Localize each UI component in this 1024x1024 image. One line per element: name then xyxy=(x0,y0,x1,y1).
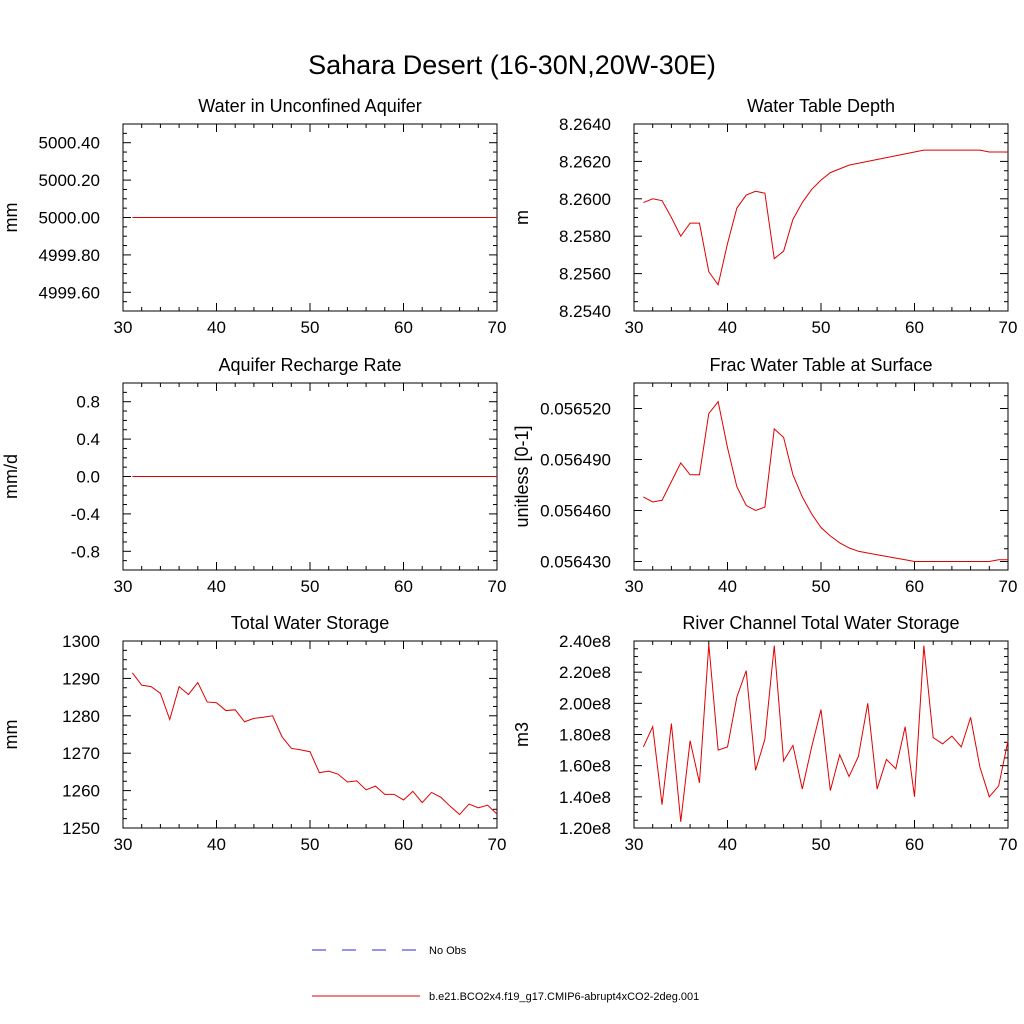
y-axis-label: mm xyxy=(1,203,21,233)
x-tick-label: 50 xyxy=(301,318,320,337)
y-tick-label: 8.2600 xyxy=(559,190,611,209)
series-line xyxy=(643,400,1008,562)
y-tick-label: 1.40e8 xyxy=(559,788,611,807)
y-tick-label: 1.80e8 xyxy=(559,726,611,745)
y-tick-label: 0.056460 xyxy=(540,502,611,521)
panel-title: River Channel Total Water Storage xyxy=(682,613,959,633)
x-tick-label: 30 xyxy=(114,318,133,337)
x-tick-label: 30 xyxy=(114,835,133,854)
x-tick-label: 30 xyxy=(625,835,644,854)
y-tick-label: 8.2640 xyxy=(559,115,611,134)
panel-title: Water Table Depth xyxy=(747,96,895,116)
plot-frame xyxy=(633,640,1009,829)
y-axis-label: unitless [0-1] xyxy=(512,425,532,527)
y-tick-label: 1260 xyxy=(62,782,100,801)
series-line xyxy=(642,644,1009,822)
x-tick-label: 60 xyxy=(394,835,413,854)
y-tick-label: 1300 xyxy=(62,632,100,651)
x-tick-label: 40 xyxy=(718,318,737,337)
x-tick-label: 40 xyxy=(207,835,226,854)
panel-4: Frac Water Table at Surface 30 40 50 60 70 0.0… xyxy=(512,355,1017,596)
y-tick-label: -0.4 xyxy=(71,505,100,524)
y-axis-label: mm xyxy=(1,720,21,750)
x-tick-label: 50 xyxy=(812,835,831,854)
y-axis-label: mm/d xyxy=(1,454,21,499)
panel-title: Frac Water Table at Surface xyxy=(709,355,932,375)
x-tick-label: 70 xyxy=(999,577,1018,596)
y-tick-label: 0.056520 xyxy=(540,400,611,419)
y-tick-label: 0.4 xyxy=(76,430,100,449)
y-tick-label: 4999.60 xyxy=(39,283,100,302)
panel-3: Aquifer Recharge Rate 30 40 50 60 70 -0.8 -0.4 0… xyxy=(1,355,506,596)
x-tick-label: 30 xyxy=(625,577,644,596)
legend: No Obs b.e21.BCO2x4.f19_g17.CMIP6-abrupt4… xyxy=(312,945,699,1003)
legend-label: b.e21.BCO2x4.f19_g17.CMIP6-abrupt4xCO2-2… xyxy=(429,991,699,1003)
panel-2: Water Table Depth 30 40 50 60 70 8.2540 8.2560 8… xyxy=(512,96,1017,337)
x-tick-label: 70 xyxy=(488,318,507,337)
x-tick-label: 70 xyxy=(488,835,507,854)
y-tick-label: 1280 xyxy=(62,707,100,726)
x-tick-label: 40 xyxy=(207,318,226,337)
y-tick-label: 1.20e8 xyxy=(559,819,611,838)
x-tick-label: 60 xyxy=(394,318,413,337)
x-tick-label: 40 xyxy=(718,835,737,854)
panel-5: Total Water Storage 30 40 50 60 70 1250 1260 127… xyxy=(1,613,506,854)
x-tick-label: 60 xyxy=(394,577,413,596)
y-tick-label: 2.20e8 xyxy=(559,663,611,682)
x-tick-label: 50 xyxy=(301,577,320,596)
y-tick-label: 2.00e8 xyxy=(559,694,611,713)
x-tick-label: 70 xyxy=(999,835,1018,854)
x-tick-label: 50 xyxy=(812,318,831,337)
panel-6: River Channel Total Water Storage 30 40 50 6… xyxy=(512,613,1017,854)
x-tick-label: 50 xyxy=(812,577,831,596)
y-tick-label: 0.8 xyxy=(76,393,100,412)
panels: Water in Unconfined Aquifer 30 40 50 60 70 499… xyxy=(1,96,1017,854)
series-line xyxy=(643,149,1008,287)
plot-frame xyxy=(122,640,498,829)
x-tick-label: 30 xyxy=(625,318,644,337)
y-tick-label: 1250 xyxy=(62,819,100,838)
x-tick-label: 40 xyxy=(207,577,226,596)
y-tick-label: 1.60e8 xyxy=(559,757,611,776)
panel-title: Water in Unconfined Aquifer xyxy=(198,96,421,116)
y-tick-label: 0.056430 xyxy=(540,553,611,572)
plot-frame xyxy=(633,382,1009,571)
series-line xyxy=(131,672,498,816)
y-tick-label: 1270 xyxy=(62,744,100,763)
y-tick-label: 1290 xyxy=(62,669,100,688)
y-tick-label: 0.0 xyxy=(76,468,100,487)
y-tick-label: 5000.20 xyxy=(39,171,100,190)
x-tick-label: 60 xyxy=(905,577,924,596)
legend-label: No Obs xyxy=(429,945,467,957)
y-tick-label: 8.2620 xyxy=(559,152,611,171)
panel-title: Aquifer Recharge Rate xyxy=(218,355,401,375)
y-tick-label: 8.2560 xyxy=(559,265,611,284)
y-axis-label: m3 xyxy=(512,722,532,747)
x-tick-label: 50 xyxy=(301,835,320,854)
y-tick-label: 2.40e8 xyxy=(559,632,611,651)
panel-title: Total Water Storage xyxy=(231,613,389,633)
figure-title: Sahara Desert (16-30N,20W-30E) xyxy=(308,50,716,80)
y-tick-label: 8.2540 xyxy=(559,302,611,321)
plot-frame xyxy=(633,123,1009,312)
x-tick-label: 40 xyxy=(718,577,737,596)
y-tick-label: 4999.80 xyxy=(39,246,100,265)
panel-1: Water in Unconfined Aquifer 30 40 50 60 70 499… xyxy=(1,96,506,337)
x-tick-label: 60 xyxy=(905,835,924,854)
x-tick-label: 30 xyxy=(114,577,133,596)
x-tick-label: 70 xyxy=(488,577,507,596)
y-tick-label: 5000.00 xyxy=(39,209,100,228)
y-tick-label: -0.8 xyxy=(71,542,100,561)
x-tick-label: 60 xyxy=(905,318,924,337)
y-axis-label: m xyxy=(512,210,532,225)
y-tick-label: 5000.40 xyxy=(39,134,100,153)
x-tick-label: 70 xyxy=(999,318,1018,337)
y-tick-label: 8.2580 xyxy=(559,227,611,246)
y-tick-label: 0.056490 xyxy=(540,451,611,470)
